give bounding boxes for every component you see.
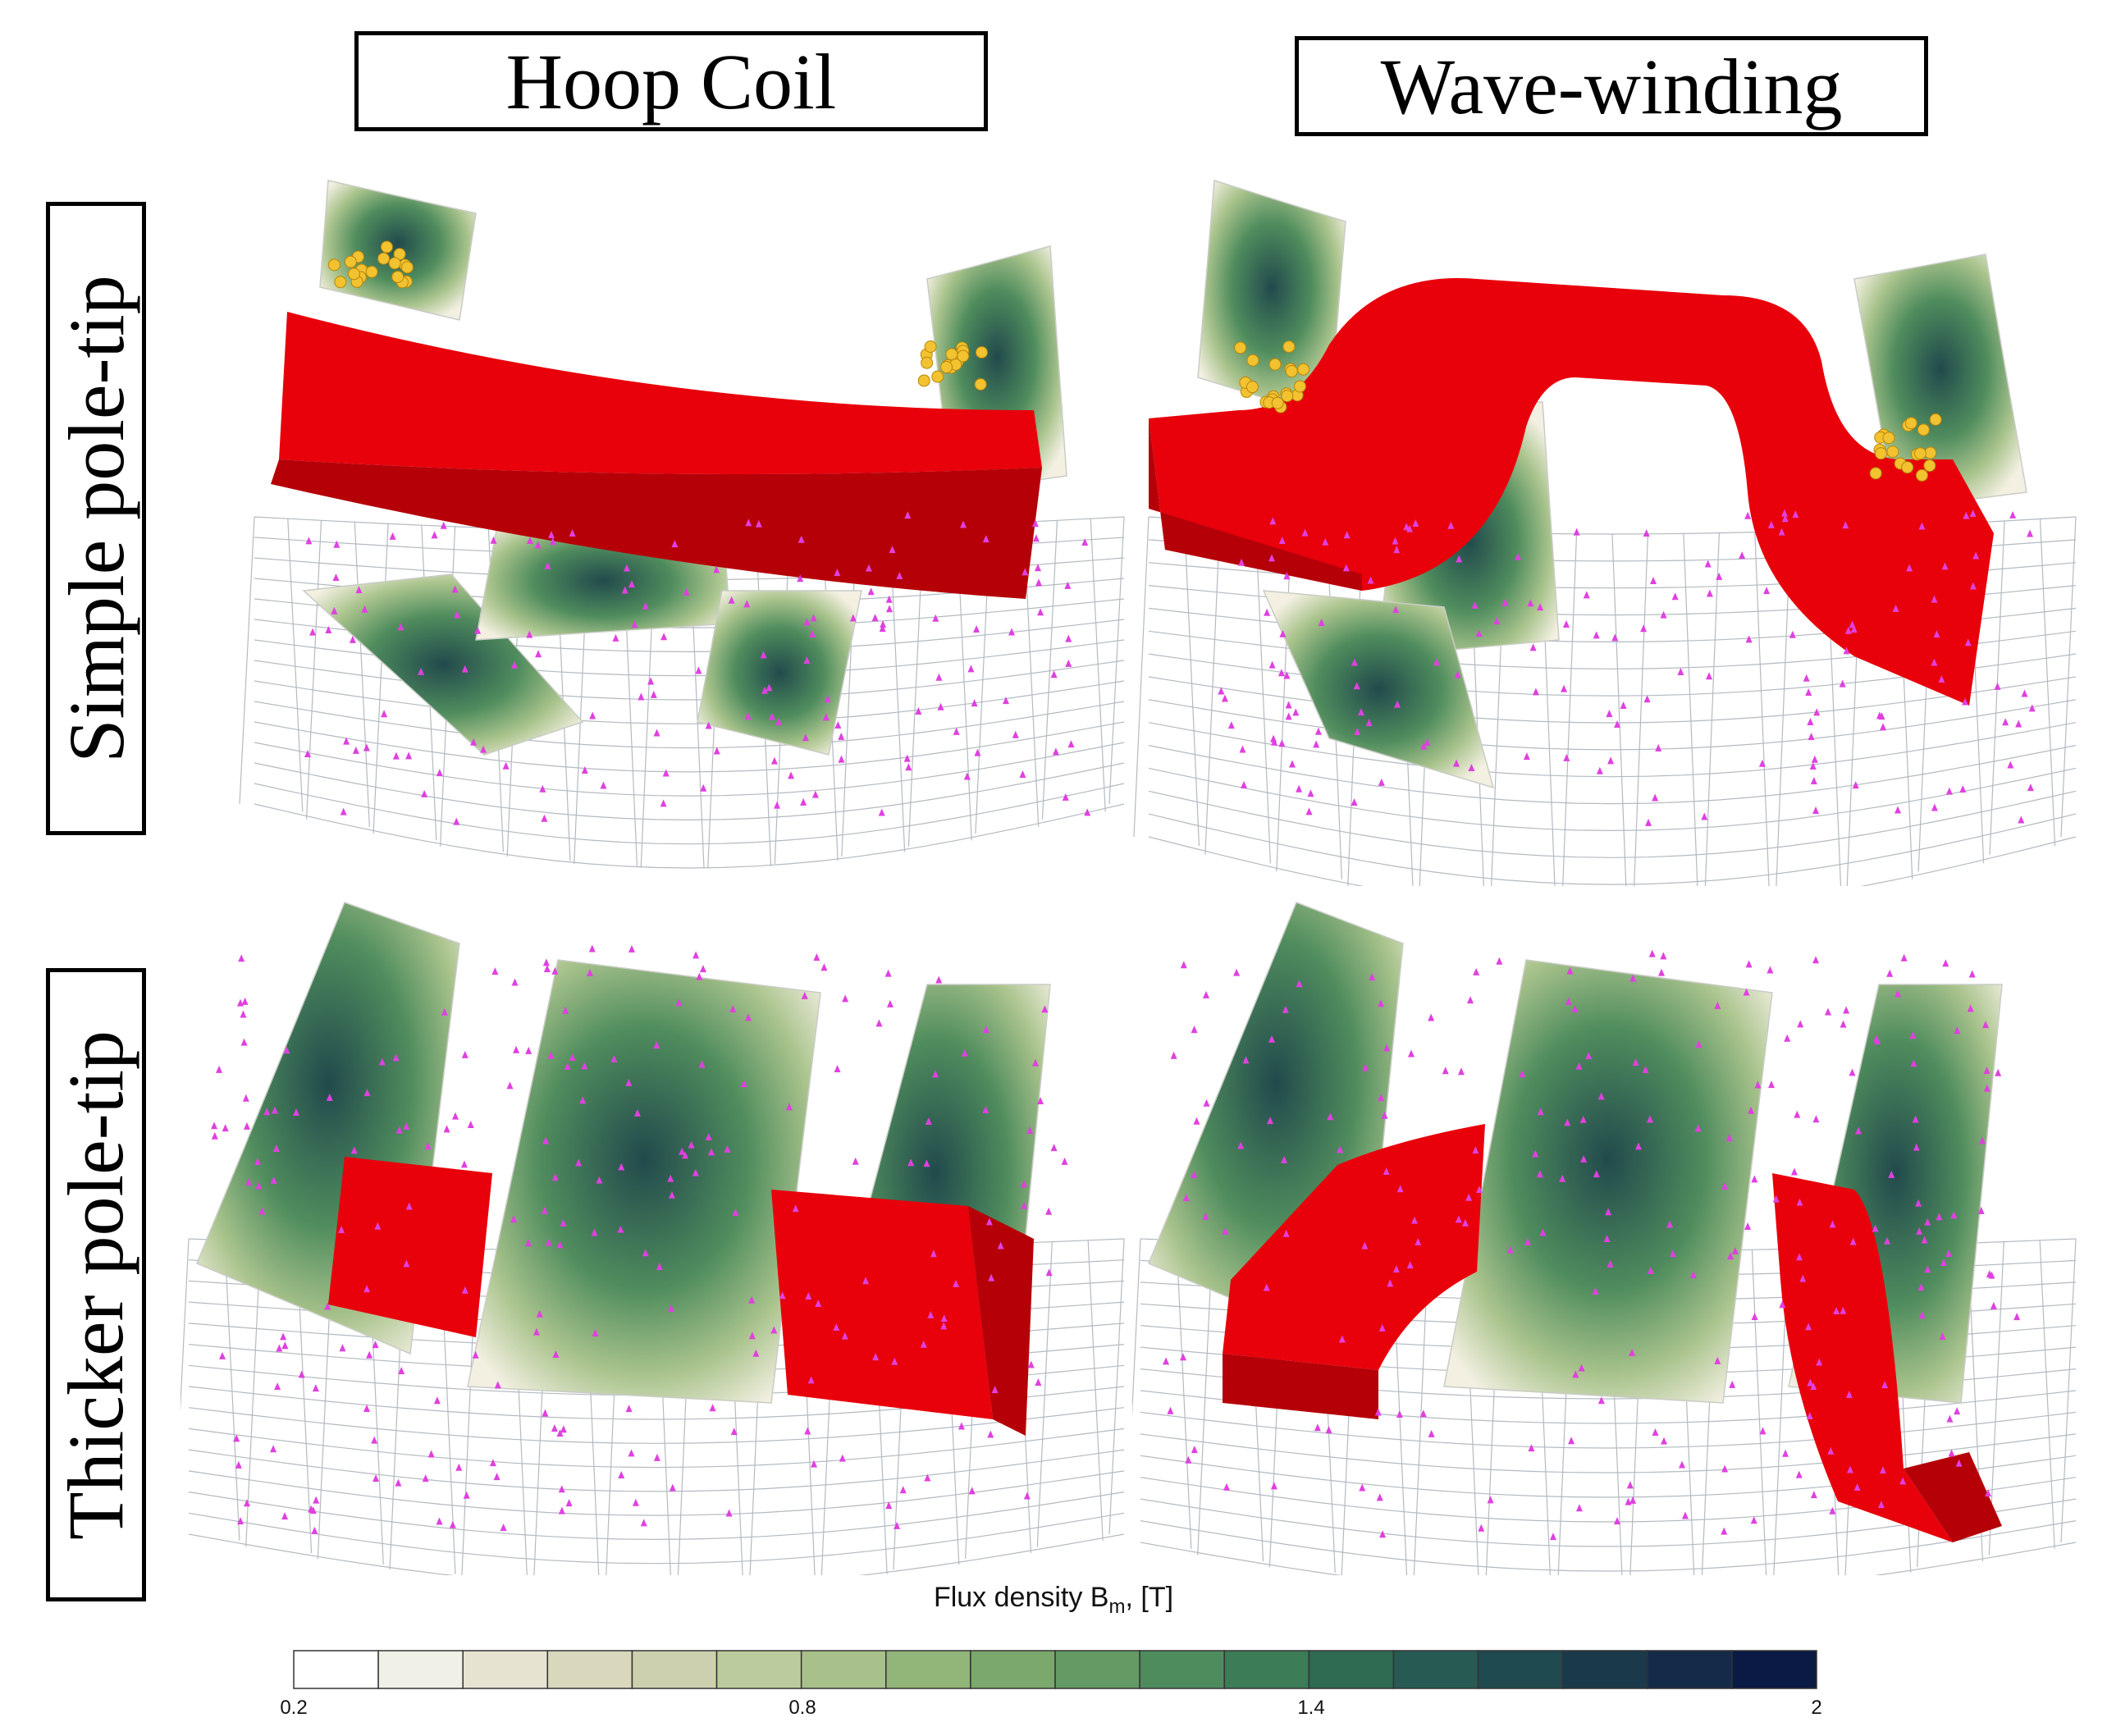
field-plot — [1133, 180, 2077, 886]
panel-simple-wave — [1132, 164, 2092, 886]
colorbar-segment — [800, 1650, 887, 1689]
column-label-text: Wave-winding — [1380, 42, 1843, 130]
stator-tooth-left — [1262, 590, 1495, 789]
field-plot — [1132, 902, 2077, 1575]
wave-winding-top — [1149, 278, 1994, 706]
colorbar-segment — [715, 1650, 802, 1689]
hoop-coil-right — [771, 1190, 993, 1419]
row-label-text: Simple pole-tip — [52, 274, 140, 763]
panel-thicker-wave — [1132, 894, 2092, 1575]
colorbar-segment — [377, 1650, 464, 1689]
colorbar-segment — [1054, 1650, 1140, 1689]
wave-winding-side — [1149, 418, 1362, 591]
colorbar-segment — [885, 1650, 971, 1689]
colorbar-segment — [970, 1650, 1056, 1689]
hoop-coil-side — [968, 1206, 1034, 1436]
colorbar-segment — [1561, 1650, 1648, 1689]
hoop-coil-side — [271, 459, 1042, 599]
colorbar-segment — [1731, 1650, 1817, 1689]
colorbar-title-main: Flux density B — [933, 1582, 1109, 1613]
stator-tooth-left — [302, 573, 584, 756]
wave-winding-left — [1223, 1124, 1485, 1370]
row-label-text: Thicker pole-tip — [52, 1030, 140, 1540]
panel-simple-hoop — [238, 164, 1149, 886]
colorbar-title-unit: , [T] — [1125, 1582, 1174, 1613]
wave-winding-end — [1904, 1452, 2002, 1542]
row-label-thicker-pole-tip: Thicker pole-tip — [46, 968, 146, 1601]
colorbar-title: Flux density Bm, [T] — [0, 1582, 2107, 1619]
row-label-simple-pole-tip: Simple pole-tip — [46, 202, 146, 835]
colorbar-segment — [1392, 1650, 1479, 1689]
colorbar-segment — [462, 1650, 549, 1689]
conductor-cluster — [917, 340, 988, 391]
wave-winding-right — [1772, 1173, 1953, 1542]
colorbar-segment — [1223, 1650, 1310, 1689]
colorbar-segment — [1139, 1650, 1225, 1689]
field-plot — [181, 902, 1125, 1575]
flux-arrows — [304, 511, 1091, 825]
colorbar-tick-label: 2 — [1811, 1697, 1822, 1719]
pole-tip-center — [1443, 959, 1773, 1404]
colorbar-segment — [546, 1650, 633, 1689]
flux-arrows — [1218, 509, 2036, 826]
colorbar-segment — [631, 1650, 718, 1689]
hoop-coil-top — [279, 312, 1042, 474]
column-label-wave-winding: Wave-winding — [1295, 36, 1928, 136]
conductor-cluster — [327, 240, 414, 289]
column-label-hoop-coil: Hoop Coil — [354, 31, 988, 131]
panel-thicker-hoop — [181, 894, 1149, 1575]
conductor-cluster — [1869, 413, 1942, 482]
flux-arrows — [211, 944, 1068, 1534]
colorbar-segment — [1647, 1650, 1733, 1689]
stator-tooth-right — [697, 590, 862, 756]
flux-arrows — [1163, 949, 2021, 1541]
field-plot — [239, 180, 1125, 869]
colorbar-tick-label: 0.8 — [788, 1697, 816, 1719]
colorbar-segment — [293, 1650, 379, 1689]
wave-winding-side — [1223, 1354, 1378, 1419]
column-label-text: Hoop Coil — [505, 37, 837, 126]
colorbar-title-subscript: m — [1108, 1595, 1126, 1618]
colorbar-segment — [1308, 1650, 1395, 1689]
colorbar-tick-label: 1.4 — [1297, 1697, 1325, 1719]
pole-tip-center — [467, 959, 821, 1404]
colorbar-segment — [1477, 1650, 1564, 1689]
conductor-cluster — [1234, 340, 1310, 413]
colorbar-tick-label: 0.2 — [280, 1697, 308, 1719]
